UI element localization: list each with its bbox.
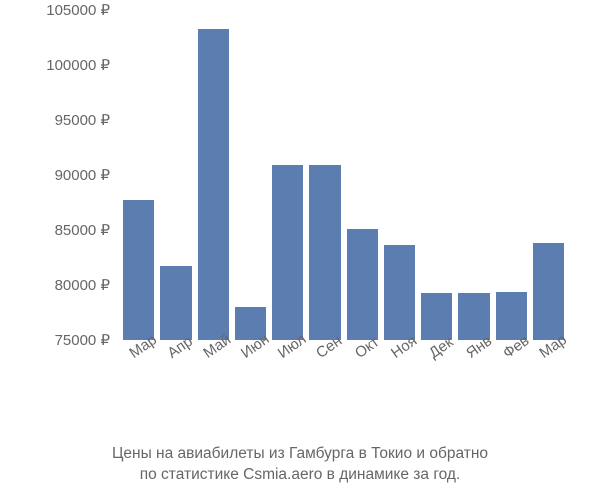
bar [347, 229, 378, 340]
bar [272, 165, 303, 340]
x-tick: Янв [458, 342, 489, 402]
chart-caption: Цены на авиабилеты из Гамбурга в Токио и… [0, 443, 600, 486]
bar [160, 266, 191, 340]
y-tick: 105000 ₽ [46, 1, 110, 19]
bar [123, 200, 154, 340]
x-tick: Окт [346, 342, 377, 402]
bar [198, 29, 229, 340]
bar [533, 243, 564, 340]
caption-line-2: по статистике Csmia.aero в динамике за г… [140, 466, 461, 483]
y-tick: 100000 ₽ [46, 56, 110, 74]
x-tick: Июл [271, 342, 302, 402]
y-tick: 80000 ₽ [55, 276, 110, 294]
plot-area [118, 10, 568, 340]
x-tick: Апр [159, 342, 190, 402]
y-tick: 75000 ₽ [55, 331, 110, 349]
x-tick: Ноя [383, 342, 414, 402]
x-tick: Мар [122, 342, 153, 402]
x-tick: Май [197, 342, 228, 402]
bars-container [119, 10, 568, 340]
caption-line-1: Цены на авиабилеты из Гамбурга в Токио и… [112, 445, 488, 462]
y-tick: 95000 ₽ [55, 111, 110, 129]
y-tick: 90000 ₽ [55, 166, 110, 184]
y-tick: 85000 ₽ [55, 221, 110, 239]
x-tick: Июн [234, 342, 265, 402]
x-tick: Сен [309, 342, 340, 402]
bar [309, 165, 340, 340]
x-tick: Мар [533, 342, 564, 402]
bar [384, 245, 415, 340]
bar [421, 293, 452, 340]
x-tick: Дек [421, 342, 452, 402]
x-tick: Фев [495, 342, 526, 402]
x-axis: МарАпрМайИюнИюлСенОктНояДекЯнвФевМар [118, 342, 568, 402]
y-axis: 75000 ₽80000 ₽85000 ₽90000 ₽95000 ₽10000… [20, 10, 110, 340]
price-bar-chart: 75000 ₽ 80000 ₽ 85000 ₽ 90000 ₽ 95000 ₽ 10000… [20, 10, 580, 440]
